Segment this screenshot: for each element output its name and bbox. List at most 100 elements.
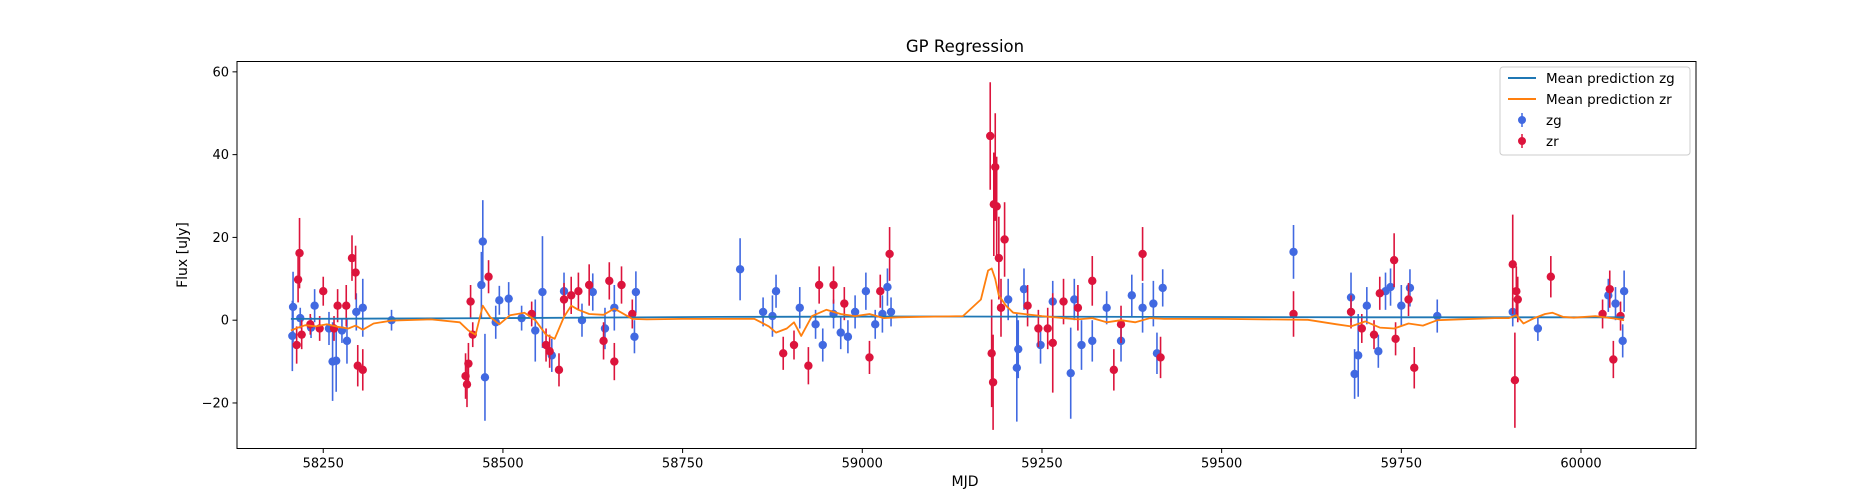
zr-point: [605, 276, 614, 286]
zg-point: [1149, 299, 1158, 308]
zr-point: [559, 295, 569, 304]
zg-point: [1088, 336, 1097, 346]
zr-point: [1546, 272, 1556, 281]
zr-point: [464, 359, 473, 368]
zg-point: [331, 356, 341, 365]
zr-point: [574, 287, 583, 296]
zg-point: [1354, 351, 1363, 360]
zg-series: [288, 200, 1629, 422]
zg-point: [811, 320, 820, 329]
zg-point: [735, 265, 745, 274]
zg-point: [795, 303, 804, 312]
zr-point: [295, 248, 304, 258]
plot-area: [288, 82, 1629, 430]
zr-point: [292, 340, 301, 350]
zr-point: [297, 330, 306, 339]
legend-label-mean-zg: Mean prediction zg: [1546, 71, 1675, 87]
zr-point: [319, 287, 328, 296]
zr-point: [306, 320, 315, 329]
zg-point: [758, 307, 768, 317]
zg-point: [883, 282, 892, 292]
legend-label-mean-zr: Mean prediction zr: [1546, 92, 1672, 108]
zg-point: [477, 280, 486, 290]
zr-point: [1048, 338, 1057, 348]
zg-point: [850, 307, 860, 317]
zr-point: [1073, 303, 1083, 312]
zg-point: [1618, 336, 1627, 346]
zr-point: [554, 365, 564, 375]
zr-point: [1357, 324, 1366, 333]
zg-point: [1158, 283, 1167, 293]
zr-point: [1023, 301, 1032, 310]
zr-point: [599, 336, 608, 346]
axis-ticks: 58250 58500 58750 59000 59250 59500 59750 60000…: [202, 65, 1602, 471]
x-tick-label: 58500: [482, 457, 523, 472]
zg-point: [1003, 295, 1013, 304]
zr-point: [987, 349, 996, 358]
x-tick-label: 58750: [662, 457, 703, 472]
zr-point: [1059, 297, 1068, 306]
zg-point: [504, 294, 513, 303]
zr-point: [1156, 353, 1165, 362]
chart-title: GP Regression: [906, 37, 1024, 56]
zr-point: [1404, 295, 1413, 304]
zr-point: [1375, 289, 1384, 298]
zr-point: [1609, 355, 1618, 364]
zr-point: [293, 275, 303, 284]
zr-point: [991, 162, 1000, 172]
zr-point: [617, 280, 626, 290]
zr-point: [1605, 284, 1614, 294]
zg-point: [1386, 282, 1395, 292]
zr-point: [347, 253, 357, 263]
zr-point: [466, 297, 475, 306]
zr-point: [1512, 287, 1521, 296]
zr-point: [986, 131, 995, 141]
zr-point: [351, 268, 360, 277]
zg-point: [1127, 291, 1137, 300]
zr-point: [1346, 307, 1356, 317]
zr-point: [1369, 330, 1379, 339]
zr-point: [829, 280, 838, 290]
zr-point: [1000, 235, 1009, 244]
zr-point: [865, 353, 874, 362]
zr-point: [1391, 334, 1400, 344]
zr-point: [876, 287, 885, 296]
zr-point: [584, 280, 594, 290]
y-tick-label: 40: [212, 148, 229, 163]
zg-point: [1138, 303, 1147, 312]
zg-point: [1433, 311, 1442, 321]
zr-point: [779, 349, 788, 358]
zr-point: [484, 272, 493, 281]
zr-point: [1289, 309, 1298, 319]
axes-frame: [236, 61, 1697, 449]
x-tick-label: 59000: [842, 457, 883, 472]
legend-label-zg: zg: [1546, 113, 1562, 129]
x-tick-label: 60000: [1560, 457, 1601, 472]
zg-point: [1070, 295, 1079, 304]
zg-point: [288, 302, 298, 312]
x-tick-label: 59500: [1201, 457, 1242, 472]
zr-point: [1508, 260, 1517, 269]
zr-point: [628, 309, 637, 319]
zr-point: [992, 202, 1001, 211]
zg-point: [1019, 284, 1029, 294]
zr-point: [1410, 363, 1419, 372]
zg-point: [861, 287, 871, 296]
x-tick-label: 59250: [1021, 457, 1062, 472]
zr-point: [804, 361, 813, 370]
zr-point: [1138, 249, 1147, 259]
zg-point: [1533, 324, 1543, 333]
zg-point: [771, 287, 781, 296]
zg-point: [480, 373, 490, 382]
zr-point: [545, 347, 554, 356]
zr-point: [840, 299, 849, 308]
zg-point: [1397, 301, 1406, 310]
zr-point: [1510, 376, 1520, 385]
legend: Mean prediction zg Mean prediction zr zg…: [1499, 66, 1691, 156]
zr-point: [996, 303, 1006, 312]
zg-point: [1374, 347, 1383, 356]
zr-point: [988, 378, 998, 387]
zg-point: [1362, 301, 1372, 310]
zg-point: [342, 336, 352, 346]
zr-point: [814, 280, 824, 290]
